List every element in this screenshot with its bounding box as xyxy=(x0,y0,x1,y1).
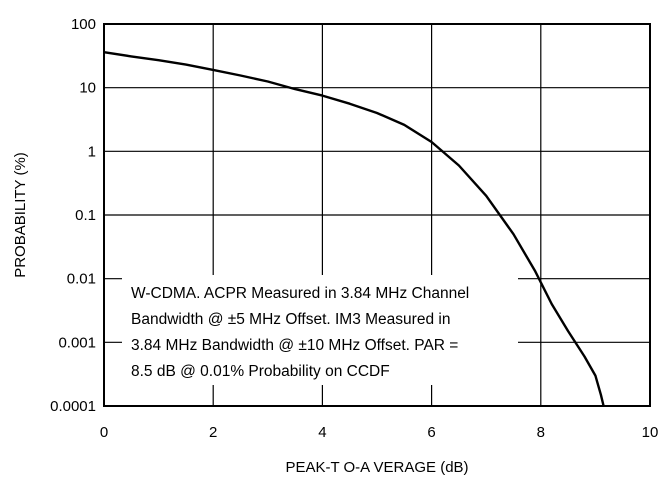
y-tick-label: 0.0001 xyxy=(50,398,96,415)
x-tick-label: 0 xyxy=(100,424,108,441)
y-tick-label: 10 xyxy=(79,80,96,97)
y-axis-label: PROBABILITY (%) xyxy=(12,152,29,278)
annotation-line-2: Bandwidth @ ±5 MHz Offset. IM3 Measured … xyxy=(131,311,450,328)
y-tick-label: 1 xyxy=(88,143,96,160)
x-tick-label: 8 xyxy=(537,424,545,441)
annotation-background xyxy=(122,275,518,385)
y-tick-label: 0.01 xyxy=(67,271,96,288)
x-tick-label: 4 xyxy=(318,424,326,441)
ccdf-curve xyxy=(103,51,605,407)
x-tick-label: 6 xyxy=(427,424,435,441)
x-axis-label: PEAK-T O-A VERAGE (dB) xyxy=(285,459,468,476)
plot-frame xyxy=(103,23,651,407)
annotation-line-3: 3.84 MHz Bandwidth @ ±10 MHz Offset. PAR… xyxy=(131,337,458,354)
x-tick-label: 2 xyxy=(209,424,217,441)
annotation-line-4: 8.5 dB @ 0.01% Probability on CCDF xyxy=(131,363,390,380)
annotation-line-1: W-CDMA. ACPR Measured in 3.84 MHz Channe… xyxy=(131,285,469,302)
x-tick-label: 10 xyxy=(642,424,659,441)
series-group xyxy=(103,51,605,407)
y-tick-label: 0.1 xyxy=(75,207,96,224)
y-tick-labels: 100 10 1 0.1 0.01 0.001 0.0001 xyxy=(50,16,96,415)
annotation-box: W-CDMA. ACPR Measured in 3.84 MHz Channe… xyxy=(122,275,518,385)
y-tick-label: 0.001 xyxy=(58,334,96,351)
y-tick-label: 100 xyxy=(71,16,96,33)
x-tick-labels: 0 2 4 6 8 10 xyxy=(100,424,659,441)
